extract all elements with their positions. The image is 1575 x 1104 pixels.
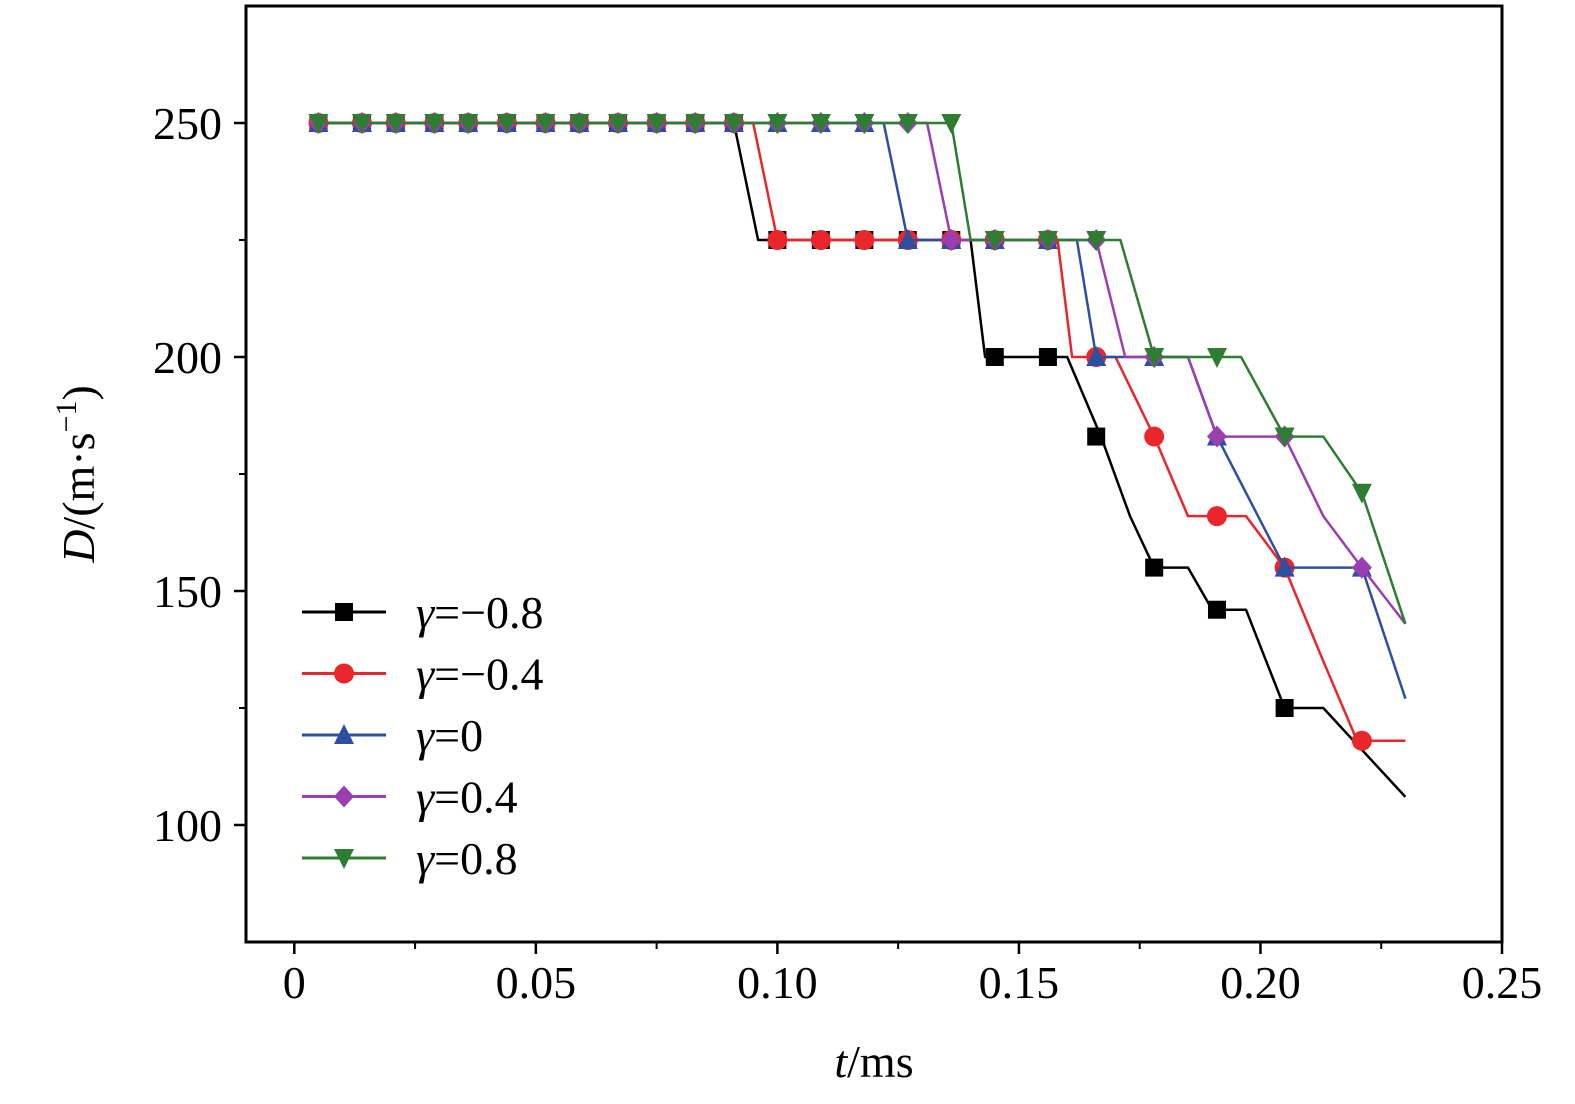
data-point: [1038, 348, 1057, 366]
legend-label: γ=0.8: [416, 833, 518, 884]
data-point: [897, 229, 918, 249]
data-point: [1275, 699, 1294, 717]
x-tick-label: 0.25: [1462, 957, 1543, 1008]
data-point: [1206, 506, 1227, 527]
y-tick-label: 250: [153, 98, 222, 149]
series-layer: [308, 112, 1407, 798]
data-point: [985, 348, 1004, 366]
data-point: [984, 231, 1005, 251]
data-point: [1274, 556, 1295, 577]
legend-marker: [334, 663, 354, 684]
data-point: [646, 114, 667, 134]
series-line: [318, 121, 1407, 625]
data-point: [1037, 231, 1058, 251]
legend: γ=−0.8 γ=−0.4 γ=0 γ=0.4 γ=0.8: [302, 587, 544, 884]
data-point: [496, 114, 517, 134]
x-tick-label: 0.10: [737, 957, 818, 1008]
legend-item: γ=−0.4: [302, 649, 544, 700]
data-point: [607, 114, 628, 134]
data-point: [1351, 556, 1372, 579]
data-point: [685, 114, 706, 134]
series-line: [318, 121, 1407, 625]
data-point: [1145, 558, 1164, 577]
data-point: [941, 114, 962, 134]
y-tick-label: 150: [153, 566, 222, 617]
data-point: [385, 114, 406, 134]
legend-marker: [334, 724, 354, 744]
legend-item: γ=0.8: [302, 833, 518, 884]
x-tick-label: 0.20: [1220, 957, 1301, 1008]
legend-marker: [335, 603, 353, 621]
data-point: [535, 114, 556, 134]
data-point: [854, 114, 875, 134]
series-5: [308, 114, 1407, 625]
x-axis: 0 0.05 0.10 0.15 0.20 0.25: [283, 942, 1542, 1008]
legend-label: γ=−0.8: [416, 587, 544, 638]
data-point: [1207, 600, 1226, 619]
data-point: [767, 230, 788, 250]
data-point: [1144, 348, 1165, 368]
data-point: [1274, 427, 1295, 448]
data-point: [810, 230, 831, 250]
legend-marker: [334, 785, 354, 808]
legend-item: γ=0: [302, 710, 483, 761]
data-point: [854, 230, 875, 250]
data-point: [1087, 427, 1106, 446]
data-point: [424, 114, 445, 134]
legend-marker: [334, 849, 354, 869]
x-tick-label: 0: [283, 957, 306, 1008]
legend-label: γ=0: [416, 710, 483, 761]
legend-label: γ=−0.4: [416, 649, 544, 700]
x-axis-title: t/ms: [834, 1036, 913, 1087]
x-tick-label: 0.05: [496, 957, 577, 1008]
y-axis-title: D/(m·s−1): [50, 385, 104, 564]
data-point: [1144, 426, 1165, 447]
data-point: [767, 114, 788, 134]
data-point: [1086, 346, 1107, 366]
data-point: [897, 114, 918, 134]
data-point: [1351, 483, 1372, 504]
data-point: [1206, 348, 1227, 368]
series-4: [308, 112, 1407, 625]
legend-label: γ=0.4: [416, 772, 518, 823]
data-point: [308, 114, 329, 134]
data-point: [941, 229, 962, 251]
x-tick-label: 0.15: [979, 957, 1060, 1008]
y-axis: 100 150 200 250: [153, 98, 246, 851]
y-tick-label: 100: [153, 800, 222, 851]
data-point: [1086, 231, 1107, 251]
data-point: [810, 114, 831, 134]
data-point: [1206, 425, 1227, 448]
data-point: [1351, 730, 1372, 751]
data-point: [458, 114, 479, 134]
y-tick-label: 200: [153, 332, 222, 383]
data-point: [569, 114, 590, 134]
legend-item: γ=−0.8: [302, 587, 544, 638]
data-point: [351, 114, 372, 134]
legend-item: γ=0.4: [302, 772, 518, 823]
data-point: [723, 114, 744, 134]
